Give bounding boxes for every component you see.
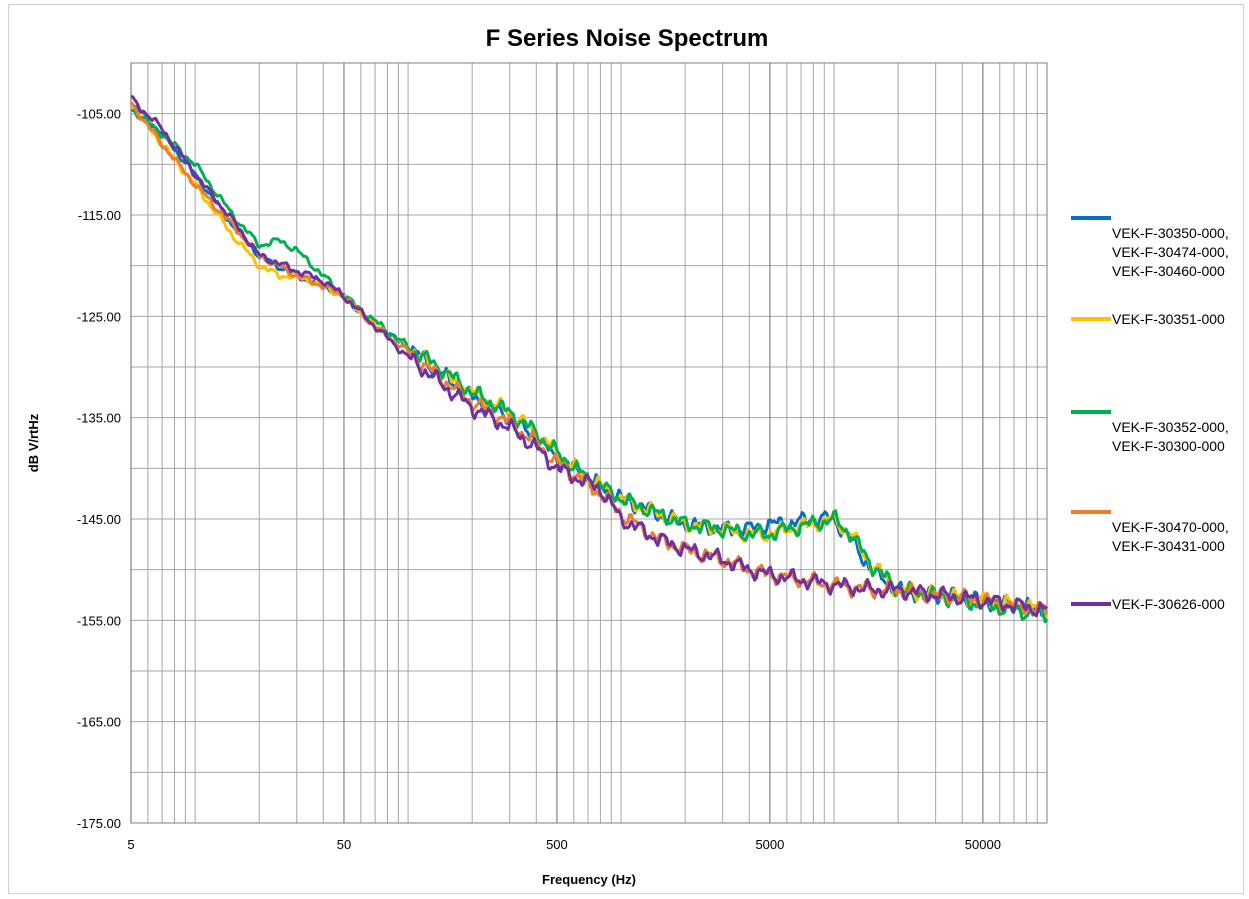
series-line — [130, 104, 1049, 619]
y-tick-label: -125.00 — [77, 309, 121, 324]
series-line — [129, 101, 1049, 616]
series-line — [130, 108, 1049, 624]
x-tick-label: 50 — [337, 837, 351, 852]
legend-label: VEK-F-30300-000 — [1112, 438, 1225, 454]
x-tick-label: 50000 — [965, 837, 1001, 852]
plot-area-border — [130, 62, 1048, 824]
x-tick-labels: 5 50 500 5000 50000 — [127, 837, 1001, 852]
y-tick-label: -105.00 — [77, 107, 121, 122]
legend-label: VEK-F-30352-000, — [1112, 419, 1229, 435]
y-axis-title: dB V/rtHz — [26, 413, 41, 472]
chart-frame — [8, 4, 1244, 894]
x-tick-label: 5 — [127, 837, 134, 852]
legend-label: VEK-F-30470-000, — [1112, 519, 1229, 535]
y-tick-label: -165.00 — [77, 715, 121, 730]
chart-title: F Series Noise Spectrum — [486, 25, 769, 52]
legend-label: VEK-F-30351-000 — [1112, 311, 1225, 327]
legend: VEK-F-30350-000, VEK-F-30474-000, VEK-F-30… — [1071, 216, 1229, 612]
series-lines — [129, 95, 1049, 624]
legend-label: VEK-F-30431-000 — [1112, 538, 1225, 554]
series-line — [130, 102, 1048, 618]
series-line — [130, 95, 1048, 618]
y-tick-label: -145.00 — [77, 512, 121, 527]
legend-label: VEK-F-30460-000 — [1112, 263, 1225, 279]
x-tick-label: 500 — [546, 837, 568, 852]
legend-label: VEK-F-30626-000 — [1112, 596, 1225, 612]
legend-label: VEK-F-30350-000, — [1112, 225, 1229, 241]
y-tick-labels: -105.00 -115.00 -125.00 -135.00 -145.00 -155.… — [77, 107, 121, 831]
legend-label: VEK-F-30474-000, — [1112, 244, 1229, 260]
x-tick-label: 5000 — [755, 837, 784, 852]
y-tick-label: -175.00 — [77, 816, 121, 831]
y-tick-label: -135.00 — [77, 411, 121, 426]
grid-lines — [130, 62, 1048, 824]
x-axis-title: Frequency (Hz) — [542, 872, 636, 887]
y-tick-label: -155.00 — [77, 613, 121, 628]
y-tick-label: -115.00 — [78, 208, 121, 223]
